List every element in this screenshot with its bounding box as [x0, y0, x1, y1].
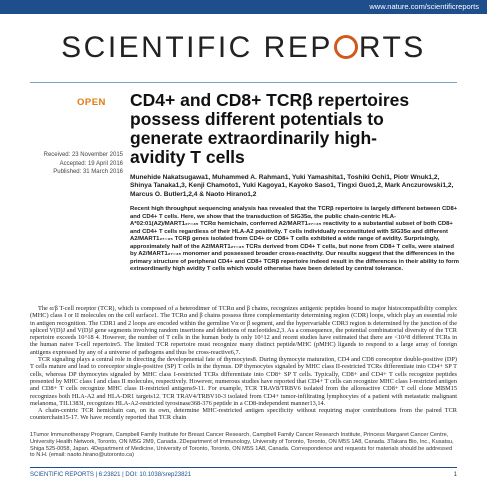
affiliations: 1Tumor Immunotherapy Program, Campbell F…	[30, 432, 454, 459]
article-dates: Received: 23 November 2015 Accepted: 19 …	[28, 151, 123, 177]
article-body: The α/β T-cell receptor (TCR), which is …	[30, 305, 457, 422]
page-footer: SCIENTIFIC REPORTS | 6:23821 | DOI: 10.1…	[30, 472, 457, 478]
published-date: Published: 31 March 2016	[53, 169, 123, 175]
open-access-label: OPEN	[77, 97, 106, 108]
body-paragraph: A chain-centric TCR hemichain can, on it…	[30, 407, 457, 422]
footer-rule	[30, 467, 457, 468]
accepted-date: Accepted: 19 April 2016	[59, 160, 123, 167]
header-rule	[30, 82, 457, 83]
author-list: Munehide Nakatsugawa1, Muhammed A. Rahma…	[130, 174, 454, 198]
body-paragraph: The α/β T-cell receptor (TCR), which is …	[30, 305, 457, 356]
body-paragraph: TCR signaling plays a central role in di…	[30, 356, 457, 407]
footer-citation[interactable]: SCIENTIFIC REPORTS | 6:23821 | DOI: 10.1…	[30, 472, 192, 478]
journal-name-left: SCIENTIFIC REP	[61, 31, 333, 64]
received-date: Received: 23 November 2015	[43, 152, 123, 158]
journal-url[interactable]: www.nature.com/scientificreports	[369, 2, 479, 11]
abstract: Recent high throughput sequencing analys…	[130, 206, 459, 272]
journal-name-right: RTS	[358, 31, 426, 64]
journal-logo: SCIENTIFIC REP RTS	[0, 31, 487, 65]
page-number: 1	[453, 472, 457, 478]
article-title: CD4+ and CD8+ TCRβ repertoires possess d…	[130, 90, 410, 167]
logo-o-ring-icon	[333, 35, 358, 59]
top-bar: www.nature.com/scientificreports	[0, 0, 487, 14]
